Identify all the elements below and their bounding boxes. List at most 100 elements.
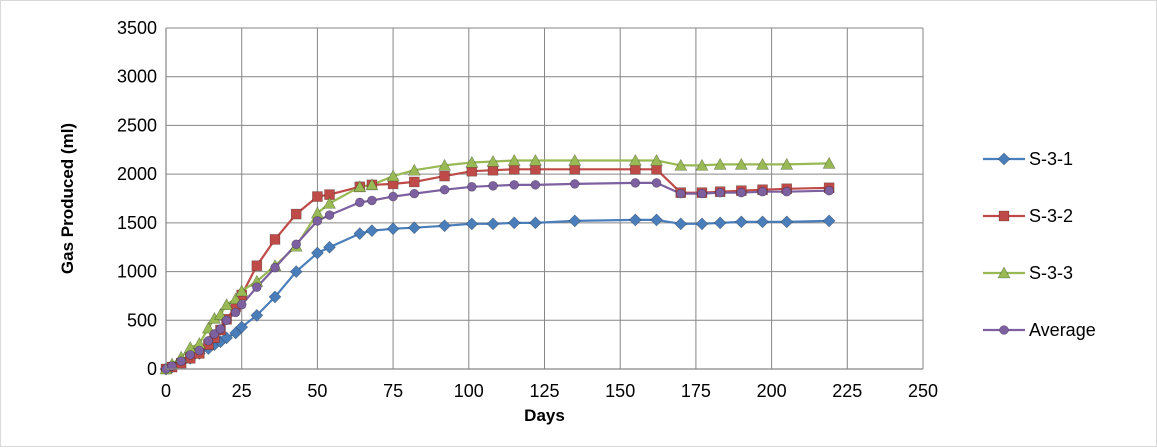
- x-tick-label-2: 50: [307, 381, 327, 401]
- x-tick-label-0: 0: [161, 381, 171, 401]
- data-point-Average-33: [781, 186, 792, 197]
- data-point-S-3-3-22: [486, 154, 500, 167]
- data-point-S-3-1-13: [289, 265, 303, 278]
- data-point-S-3-1-21: [465, 217, 479, 231]
- data-point-S-3-1-22: [486, 217, 500, 231]
- data-point-S-3-1-25: [568, 214, 582, 228]
- legend-label: Average: [1029, 320, 1096, 340]
- data-point-S-3-1-23: [507, 216, 521, 230]
- data-point-S-3-3-23: [507, 153, 521, 166]
- series-line-Average: [165, 181, 830, 370]
- y-tick-label-5: 2500: [117, 115, 157, 135]
- data-point-S-3-1-34: [822, 214, 836, 228]
- x-tick-label-4: 100: [454, 381, 484, 401]
- axes: [165, 28, 923, 370]
- legend-label: S-3-3: [1029, 263, 1073, 283]
- data-point-Average-2: [176, 356, 186, 367]
- data-point-S-3-3-21: [465, 155, 479, 168]
- data-point-S-3-3-26: [628, 153, 642, 166]
- x-tick-label-6: 150: [605, 381, 635, 401]
- data-point-Average-32: [757, 186, 768, 197]
- data-point-S-3-3-34: [822, 156, 836, 169]
- data-point-S-3-3-10: [235, 284, 249, 297]
- data-point-S-3-3-29: [695, 158, 709, 171]
- data-point-S-3-3-8: [220, 298, 234, 310]
- gridlines: [165, 27, 924, 370]
- legend-label: S-3-1: [1029, 149, 1073, 169]
- data-point-S-3-1-17: [365, 224, 379, 238]
- data-point-S-3-1-14: [310, 246, 324, 260]
- y-tick-label-1: 500: [127, 310, 157, 330]
- data-point-Average-31: [736, 187, 747, 198]
- data-point-Average-25: [569, 179, 580, 189]
- series-line-S-3-2: [165, 168, 830, 371]
- data-point-S-3-3-25: [568, 153, 582, 166]
- x-tick-label-1: 25: [232, 381, 252, 401]
- data-point-Average-1: [167, 361, 177, 371]
- data-point-Average-15: [324, 210, 335, 220]
- data-point-S-3-2-14: [312, 191, 323, 202]
- data-point-S-3-1-15: [323, 240, 336, 254]
- series-lines: [165, 159, 830, 371]
- tick-labels: 0 500 1000 1500 2000 2500 3000 3500 0 25 50 75 100 12…: [117, 18, 938, 401]
- data-point-Average-34: [824, 185, 834, 196]
- legend-marker: [999, 325, 1009, 335]
- x-tick-label-8: 200: [757, 381, 787, 401]
- data-point-S-3-1-20: [438, 219, 452, 233]
- data-point-Average-17: [367, 195, 377, 206]
- data-point-Average-20: [439, 184, 450, 195]
- data-point-Average-29: [697, 188, 707, 199]
- data-point-S-3-1-24: [528, 216, 542, 230]
- data-point-S-3-3-32: [756, 157, 770, 170]
- data-point-S-3-1-18: [386, 222, 400, 236]
- data-point-S-3-2-20: [439, 170, 450, 182]
- data-point-S-3-3-24: [528, 153, 542, 166]
- data-point-Average-5: [203, 335, 214, 346]
- data-point-Average-13: [291, 239, 302, 250]
- data-point-Average-4: [194, 345, 205, 356]
- legend-item-S-3-3: S-3-3: [983, 263, 1073, 283]
- x-tick-label-3: 75: [383, 381, 403, 401]
- legend-item-S-3-1: S-3-1: [983, 149, 1073, 169]
- data-point-S-3-3-16: [353, 180, 367, 193]
- data-point-S-3-3-17: [365, 178, 379, 191]
- data-point-S-3-1-11: [250, 308, 264, 322]
- y-tick-label-3: 1500: [117, 213, 157, 233]
- data-point-Average-3: [185, 350, 196, 360]
- data-point-Average-12: [270, 262, 280, 273]
- data-point-S-3-3-31: [734, 157, 748, 170]
- data-point-Average-7: [215, 324, 226, 334]
- data-point-Average-8: [221, 315, 232, 326]
- data-point-S-3-3-28: [674, 158, 688, 171]
- data-point-Average-6: [209, 329, 220, 339]
- data-point-S-3-1-12: [268, 290, 282, 304]
- data-point-S-3-1-19: [407, 221, 421, 235]
- x-tick-label-10: 250: [908, 381, 938, 401]
- data-point-S-3-3-19: [407, 163, 421, 176]
- data-point-S-3-1-30: [713, 216, 727, 230]
- data-point-S-3-3-30: [713, 157, 727, 170]
- data-point-Average-18: [388, 191, 398, 202]
- legend: S-3-1 S-3-2 S-3-3 Average: [983, 149, 1096, 340]
- data-point-Average-14: [312, 216, 323, 226]
- x-axis-title: Days: [524, 406, 565, 425]
- data-point-Average-30: [715, 187, 725, 198]
- data-point-S-3-1-27: [650, 213, 663, 227]
- data-point-Average-9: [230, 307, 241, 318]
- legend-marker: [998, 210, 1010, 222]
- x-tick-label-7: 175: [681, 381, 711, 401]
- y-tick-label-2: 1000: [117, 262, 157, 282]
- series-markers: [159, 153, 836, 376]
- data-point-S-3-3-20: [438, 158, 452, 171]
- data-point-S-3-1-33: [780, 215, 794, 229]
- y-tick-label-6: 3000: [117, 67, 157, 87]
- legend-marker: [997, 266, 1011, 279]
- y-tick-label-7: 3500: [117, 18, 157, 38]
- data-point-S-3-3-27: [650, 153, 664, 166]
- legend-label: S-3-2: [1029, 206, 1073, 226]
- data-point-S-3-3-18: [386, 169, 400, 182]
- data-point-S-3-3-15: [323, 196, 337, 209]
- legend-marker: [997, 152, 1011, 166]
- y-axis-title: Gas Produced (ml): [58, 123, 77, 274]
